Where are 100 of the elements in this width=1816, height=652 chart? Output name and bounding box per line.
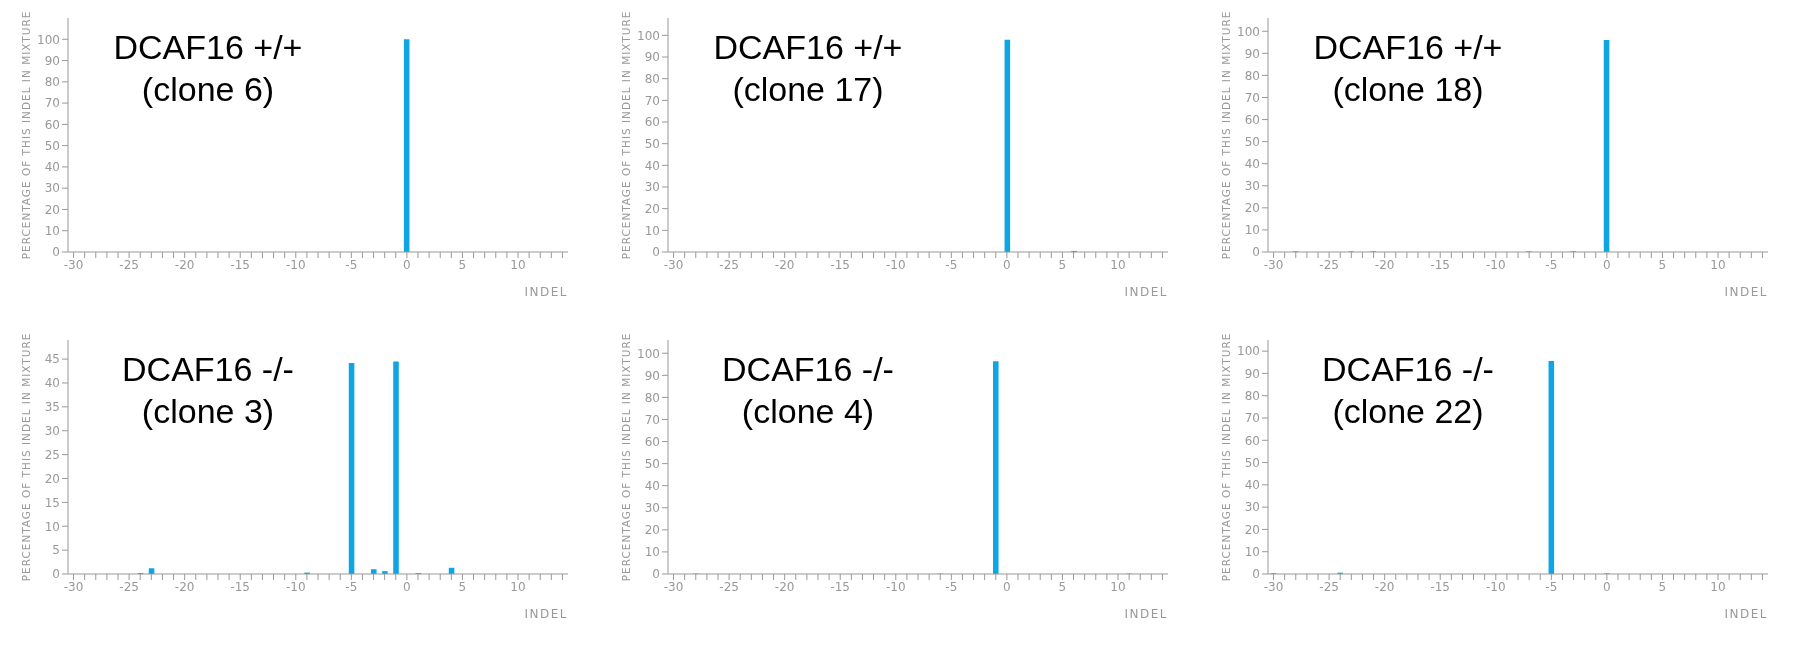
y-tick-label: 50 xyxy=(1244,455,1260,470)
y-tick-label: 40 xyxy=(644,158,660,173)
y-tick-label: 50 xyxy=(44,138,60,153)
x-tick-label: -25 xyxy=(719,257,739,272)
x-tick-label: -10 xyxy=(885,257,906,272)
x-tick-label: -30 xyxy=(663,257,684,272)
y-tick-label: 35 xyxy=(44,400,60,415)
y-tick-label: 50 xyxy=(644,456,660,471)
x-tick-label: 10 xyxy=(1710,579,1726,594)
y-tick-label: 90 xyxy=(44,53,60,68)
x-tick-label: -10 xyxy=(285,257,306,272)
x-tick-label: 10 xyxy=(1110,579,1126,594)
text: (clone 18) xyxy=(1331,69,1485,110)
text: (clone 22) xyxy=(1331,391,1485,432)
y-tick-label: 70 xyxy=(1244,411,1260,426)
y-tick-label: 0 xyxy=(652,567,660,582)
x-tick-label: -20 xyxy=(174,257,195,272)
x-axis-title: INDEL xyxy=(524,285,568,299)
x-tick-label: 5 xyxy=(1058,257,1067,272)
chart-title: DCAF16 -/- xyxy=(1321,349,1495,390)
x-tick-label: -20 xyxy=(1374,579,1395,594)
y-tick-label: 30 xyxy=(1244,500,1260,515)
y-tick-label: 5 xyxy=(52,543,60,558)
x-tick-label: 0 xyxy=(1003,579,1011,594)
x-tick-label: -25 xyxy=(1319,257,1339,272)
y-tick-label: 50 xyxy=(1244,134,1260,149)
x-tick-label: -15 xyxy=(230,579,251,594)
y-tick-label: 80 xyxy=(644,390,660,405)
x-tick-label: 0 xyxy=(1603,257,1611,272)
x-tick-label: -10 xyxy=(1485,257,1506,272)
y-tick-label: 60 xyxy=(644,434,660,449)
x-tick-label: -15 xyxy=(1430,257,1451,272)
y-tick-label: 0 xyxy=(1252,567,1260,582)
y-tick-label: 60 xyxy=(1244,112,1260,127)
x-tick-label: 5 xyxy=(458,579,467,594)
x-tick-label: 0 xyxy=(1003,257,1011,272)
x-tick-label: -10 xyxy=(285,579,306,594)
x-tick-label: -15 xyxy=(830,257,851,272)
x-tick-label: 0 xyxy=(403,579,411,594)
y-tick-label: 10 xyxy=(644,545,660,560)
x-tick-label: -30 xyxy=(63,579,84,594)
y-tick-label: 80 xyxy=(644,71,660,86)
y-tick-label: 50 xyxy=(644,136,660,151)
x-tick-label: -30 xyxy=(1263,579,1284,594)
y-tick-label: 60 xyxy=(1244,433,1260,448)
x-tick-label: -30 xyxy=(63,257,84,272)
x-tick-label: 5 xyxy=(1658,257,1667,272)
x-tick-label: -5 xyxy=(345,257,358,272)
text: (clone 6) xyxy=(140,69,276,110)
y-tick-label: 100 xyxy=(637,346,660,361)
y-tick-label: 10 xyxy=(44,223,60,238)
y-tick-label: 20 xyxy=(644,523,660,538)
x-tick-label: 10 xyxy=(1710,257,1726,272)
y-tick-label: 100 xyxy=(1237,24,1260,39)
x-tick-label: -25 xyxy=(1319,579,1339,594)
y-tick-label: 20 xyxy=(1244,201,1260,216)
y-tick-label: 25 xyxy=(44,447,60,462)
y-tick-label: 100 xyxy=(1237,344,1260,359)
x-tick-label: -5 xyxy=(1545,257,1558,272)
x-tick-label: -30 xyxy=(1263,257,1284,272)
y-tick-label: 80 xyxy=(1244,388,1260,403)
x-tick-label: 10 xyxy=(1110,257,1126,272)
x-tick-label: 0 xyxy=(1603,579,1611,594)
y-tick-label: 10 xyxy=(1244,544,1260,559)
y-tick-label: 20 xyxy=(1244,522,1260,537)
x-tick-label: -20 xyxy=(174,579,195,594)
x-tick-label: -25 xyxy=(719,579,739,594)
chart-title: DCAF16 -/- xyxy=(721,349,895,390)
y-tick-label: 40 xyxy=(1244,156,1260,171)
x-tick-label: 10 xyxy=(510,579,526,594)
x-tick-label: -5 xyxy=(1545,579,1558,594)
y-axis-title: PERCENTAGE OF THIS INDEL IN MIXTURE xyxy=(619,10,632,260)
y-tick-label: 0 xyxy=(52,245,60,260)
y-tick-label: 10 xyxy=(644,223,660,238)
y-axis-title: PERCENTAGE OF THIS INDEL IN MIXTURE xyxy=(619,332,632,582)
y-axis-title: PERCENTAGE OF THIS INDEL IN MIXTURE xyxy=(1219,10,1232,260)
y-tick-label: 40 xyxy=(44,160,60,175)
x-tick-label: -20 xyxy=(774,579,795,594)
chart-title: DCAF16 +/+ xyxy=(712,27,904,68)
y-tick-label: 60 xyxy=(644,115,660,130)
y-tick-label: 0 xyxy=(52,567,60,582)
x-tick-label: -25 xyxy=(119,579,139,594)
y-tick-label: 20 xyxy=(44,202,60,217)
y-tick-label: 20 xyxy=(644,201,660,216)
x-tick-label: -20 xyxy=(1374,257,1395,272)
y-tick-label: 30 xyxy=(644,180,660,195)
y-tick-label: 80 xyxy=(1244,68,1260,83)
x-tick-label: 5 xyxy=(458,257,467,272)
x-tick-label: -15 xyxy=(830,579,851,594)
x-axis-title: INDEL xyxy=(1724,285,1768,299)
x-tick-label: 5 xyxy=(1058,579,1067,594)
x-tick-label: -10 xyxy=(885,579,906,594)
y-tick-label: 80 xyxy=(44,75,60,90)
y-tick-label: 15 xyxy=(44,495,60,510)
y-tick-label: 10 xyxy=(1244,223,1260,238)
text: (clone 4) xyxy=(740,391,876,432)
x-tick-label: -5 xyxy=(945,579,958,594)
y-tick-label: 90 xyxy=(1244,366,1260,381)
chart-title: DCAF16 +/+ xyxy=(1312,27,1504,68)
x-tick-label: -20 xyxy=(774,257,795,272)
